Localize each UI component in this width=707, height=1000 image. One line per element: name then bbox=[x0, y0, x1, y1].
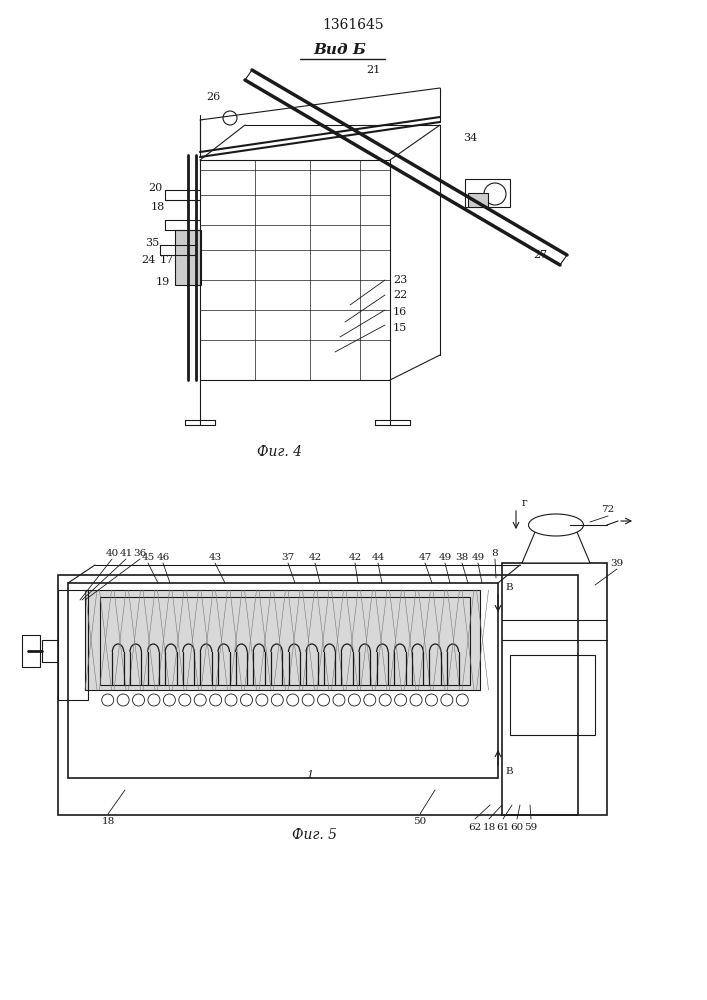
Text: 21: 21 bbox=[366, 65, 380, 75]
Text: 27: 27 bbox=[533, 250, 547, 260]
Bar bbox=[68, 583, 498, 778]
Text: 34: 34 bbox=[463, 133, 477, 143]
Text: 18: 18 bbox=[151, 202, 165, 212]
Text: 49: 49 bbox=[472, 552, 484, 562]
Text: 18: 18 bbox=[482, 822, 496, 832]
Text: 17: 17 bbox=[160, 255, 174, 265]
Text: 8: 8 bbox=[491, 548, 498, 558]
Text: 36: 36 bbox=[134, 548, 146, 558]
Text: 15: 15 bbox=[393, 323, 407, 333]
Text: В: В bbox=[505, 768, 513, 776]
Text: 62: 62 bbox=[468, 822, 481, 832]
Bar bbox=[58, 575, 578, 815]
Text: 50: 50 bbox=[414, 818, 426, 826]
Text: 46: 46 bbox=[156, 552, 170, 562]
Polygon shape bbox=[522, 532, 590, 563]
Text: Фиг. 4: Фиг. 4 bbox=[257, 445, 303, 459]
Text: 1: 1 bbox=[306, 770, 314, 780]
Text: 37: 37 bbox=[281, 552, 295, 562]
Bar bbox=[58, 590, 88, 700]
Text: 39: 39 bbox=[610, 558, 624, 568]
Ellipse shape bbox=[529, 514, 583, 536]
Text: 44: 44 bbox=[371, 552, 385, 562]
Text: 22: 22 bbox=[393, 290, 407, 300]
Text: Вид Б: Вид Б bbox=[314, 43, 366, 57]
Text: 23: 23 bbox=[393, 275, 407, 285]
Text: 59: 59 bbox=[525, 822, 537, 832]
Text: 1361645: 1361645 bbox=[322, 18, 384, 32]
Text: 61: 61 bbox=[496, 822, 510, 832]
Text: 41: 41 bbox=[119, 548, 133, 558]
Text: 19: 19 bbox=[156, 277, 170, 287]
Text: Фиг. 5: Фиг. 5 bbox=[293, 828, 337, 842]
Bar bbox=[510, 655, 595, 735]
Text: 24: 24 bbox=[141, 255, 155, 265]
Text: 72: 72 bbox=[602, 506, 614, 514]
Text: 60: 60 bbox=[510, 822, 524, 832]
Text: 45: 45 bbox=[141, 552, 155, 562]
Bar bbox=[22, 635, 40, 667]
Text: 38: 38 bbox=[455, 552, 469, 562]
Bar bbox=[175, 230, 201, 285]
Text: 43: 43 bbox=[209, 552, 221, 562]
Text: 18: 18 bbox=[101, 818, 115, 826]
Text: 47: 47 bbox=[419, 552, 432, 562]
Text: 26: 26 bbox=[206, 92, 220, 102]
Bar bbox=[465, 179, 510, 207]
Bar bbox=[468, 193, 488, 207]
Bar bbox=[100, 597, 470, 685]
Text: 49: 49 bbox=[438, 552, 452, 562]
Bar bbox=[85, 590, 480, 690]
Text: г: г bbox=[522, 498, 527, 508]
Text: 16: 16 bbox=[393, 307, 407, 317]
Text: 40: 40 bbox=[105, 548, 119, 558]
Text: 20: 20 bbox=[148, 183, 162, 193]
Text: 42: 42 bbox=[308, 552, 322, 562]
Text: 35: 35 bbox=[145, 238, 159, 248]
Text: В: В bbox=[505, 584, 513, 592]
Text: 42: 42 bbox=[349, 552, 361, 562]
Bar bbox=[502, 563, 607, 815]
